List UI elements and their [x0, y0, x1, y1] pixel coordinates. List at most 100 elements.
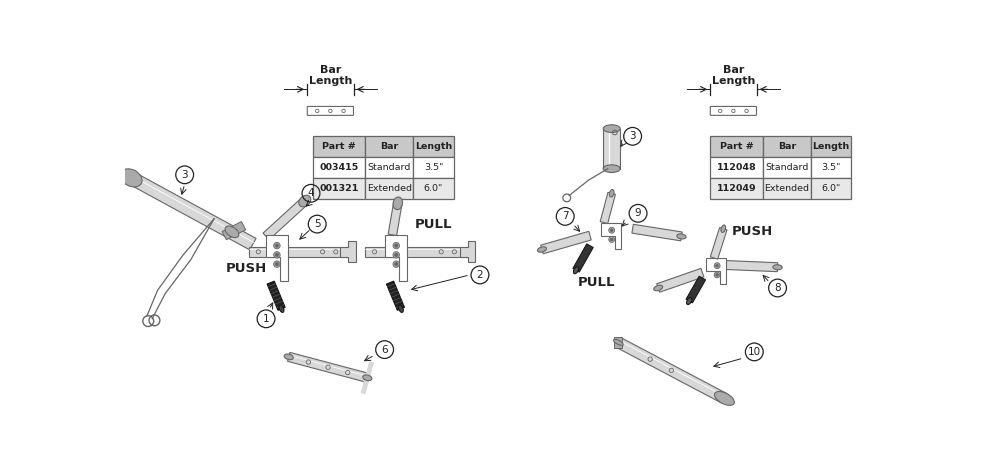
Bar	[710, 178, 763, 199]
Bar	[365, 157, 413, 178]
Polygon shape	[706, 258, 726, 284]
Bar	[313, 136, 365, 157]
Text: 10: 10	[748, 347, 761, 357]
Ellipse shape	[677, 234, 686, 239]
Bar	[413, 178, 454, 199]
Ellipse shape	[284, 354, 293, 360]
Circle shape	[395, 253, 398, 256]
Text: 003415: 003415	[319, 163, 359, 172]
Circle shape	[274, 252, 280, 258]
Circle shape	[716, 274, 718, 276]
Bar	[710, 157, 763, 178]
Text: 7: 7	[562, 211, 569, 221]
Circle shape	[609, 237, 615, 242]
Text: Bar: Bar	[380, 142, 398, 151]
Circle shape	[275, 244, 279, 247]
Bar	[249, 247, 348, 257]
Text: 4: 4	[308, 188, 314, 198]
Text: PUSH: PUSH	[732, 225, 773, 238]
Polygon shape	[632, 224, 682, 241]
Text: Bar
Length: Bar Length	[712, 65, 755, 86]
Text: 6: 6	[381, 344, 388, 355]
Bar	[614, 337, 622, 348]
Bar	[710, 136, 763, 157]
Ellipse shape	[363, 375, 372, 380]
Bar	[763, 136, 811, 157]
Text: 6.0": 6.0"	[424, 184, 443, 193]
Text: 3: 3	[629, 131, 636, 141]
Text: Standard: Standard	[368, 163, 411, 172]
Ellipse shape	[299, 195, 311, 207]
Polygon shape	[222, 221, 246, 240]
Text: Standard: Standard	[765, 163, 809, 172]
Polygon shape	[288, 352, 369, 382]
Polygon shape	[263, 198, 308, 240]
Polygon shape	[573, 244, 593, 272]
Polygon shape	[710, 228, 727, 259]
Polygon shape	[600, 192, 615, 224]
Text: 5: 5	[314, 219, 321, 229]
Text: PULL: PULL	[577, 276, 615, 289]
Polygon shape	[340, 241, 356, 262]
Polygon shape	[541, 231, 591, 254]
Ellipse shape	[654, 285, 663, 291]
Text: Extended: Extended	[764, 184, 809, 193]
FancyBboxPatch shape	[710, 106, 756, 115]
Polygon shape	[385, 235, 407, 281]
Bar	[365, 247, 468, 257]
Text: Length: Length	[812, 142, 850, 151]
Bar	[811, 136, 851, 157]
Ellipse shape	[225, 226, 239, 238]
Text: Extended: Extended	[367, 184, 412, 193]
Text: 3.5": 3.5"	[424, 163, 443, 172]
Bar	[413, 157, 454, 178]
Text: 2: 2	[477, 270, 483, 280]
Circle shape	[274, 242, 280, 249]
Polygon shape	[723, 260, 778, 272]
Text: 6.0": 6.0"	[821, 184, 841, 193]
Bar	[313, 157, 365, 178]
Text: 112049: 112049	[717, 184, 756, 193]
Text: Length: Length	[415, 142, 452, 151]
Polygon shape	[128, 172, 256, 250]
Bar	[811, 178, 851, 199]
Ellipse shape	[120, 169, 142, 187]
Circle shape	[610, 238, 613, 241]
Ellipse shape	[609, 190, 614, 197]
Circle shape	[275, 262, 279, 266]
Ellipse shape	[603, 165, 620, 172]
Circle shape	[393, 252, 400, 258]
Polygon shape	[686, 276, 706, 303]
Text: 001321: 001321	[319, 184, 359, 193]
Ellipse shape	[537, 247, 546, 252]
Bar	[763, 178, 811, 199]
Ellipse shape	[773, 265, 782, 270]
Text: 112048: 112048	[717, 163, 756, 172]
Polygon shape	[386, 281, 404, 310]
Circle shape	[716, 264, 718, 267]
Circle shape	[275, 253, 279, 256]
Ellipse shape	[721, 225, 726, 232]
Text: PULL: PULL	[415, 218, 452, 230]
Polygon shape	[267, 281, 285, 310]
Bar	[811, 157, 851, 178]
Bar	[365, 136, 413, 157]
Ellipse shape	[398, 305, 403, 313]
Circle shape	[393, 261, 400, 267]
Polygon shape	[657, 268, 704, 292]
Text: Part #: Part #	[720, 142, 753, 151]
Circle shape	[610, 229, 613, 232]
Circle shape	[714, 263, 720, 268]
Text: 9: 9	[635, 209, 641, 218]
Ellipse shape	[393, 197, 403, 209]
Bar	[763, 157, 811, 178]
Text: 1: 1	[263, 314, 269, 324]
Text: 3: 3	[181, 170, 188, 180]
Ellipse shape	[714, 391, 734, 405]
Circle shape	[395, 262, 398, 266]
Text: Bar
Length: Bar Length	[309, 65, 352, 86]
Bar	[365, 178, 413, 199]
Text: Part #: Part #	[322, 142, 356, 151]
Ellipse shape	[603, 125, 620, 133]
Ellipse shape	[613, 339, 623, 345]
